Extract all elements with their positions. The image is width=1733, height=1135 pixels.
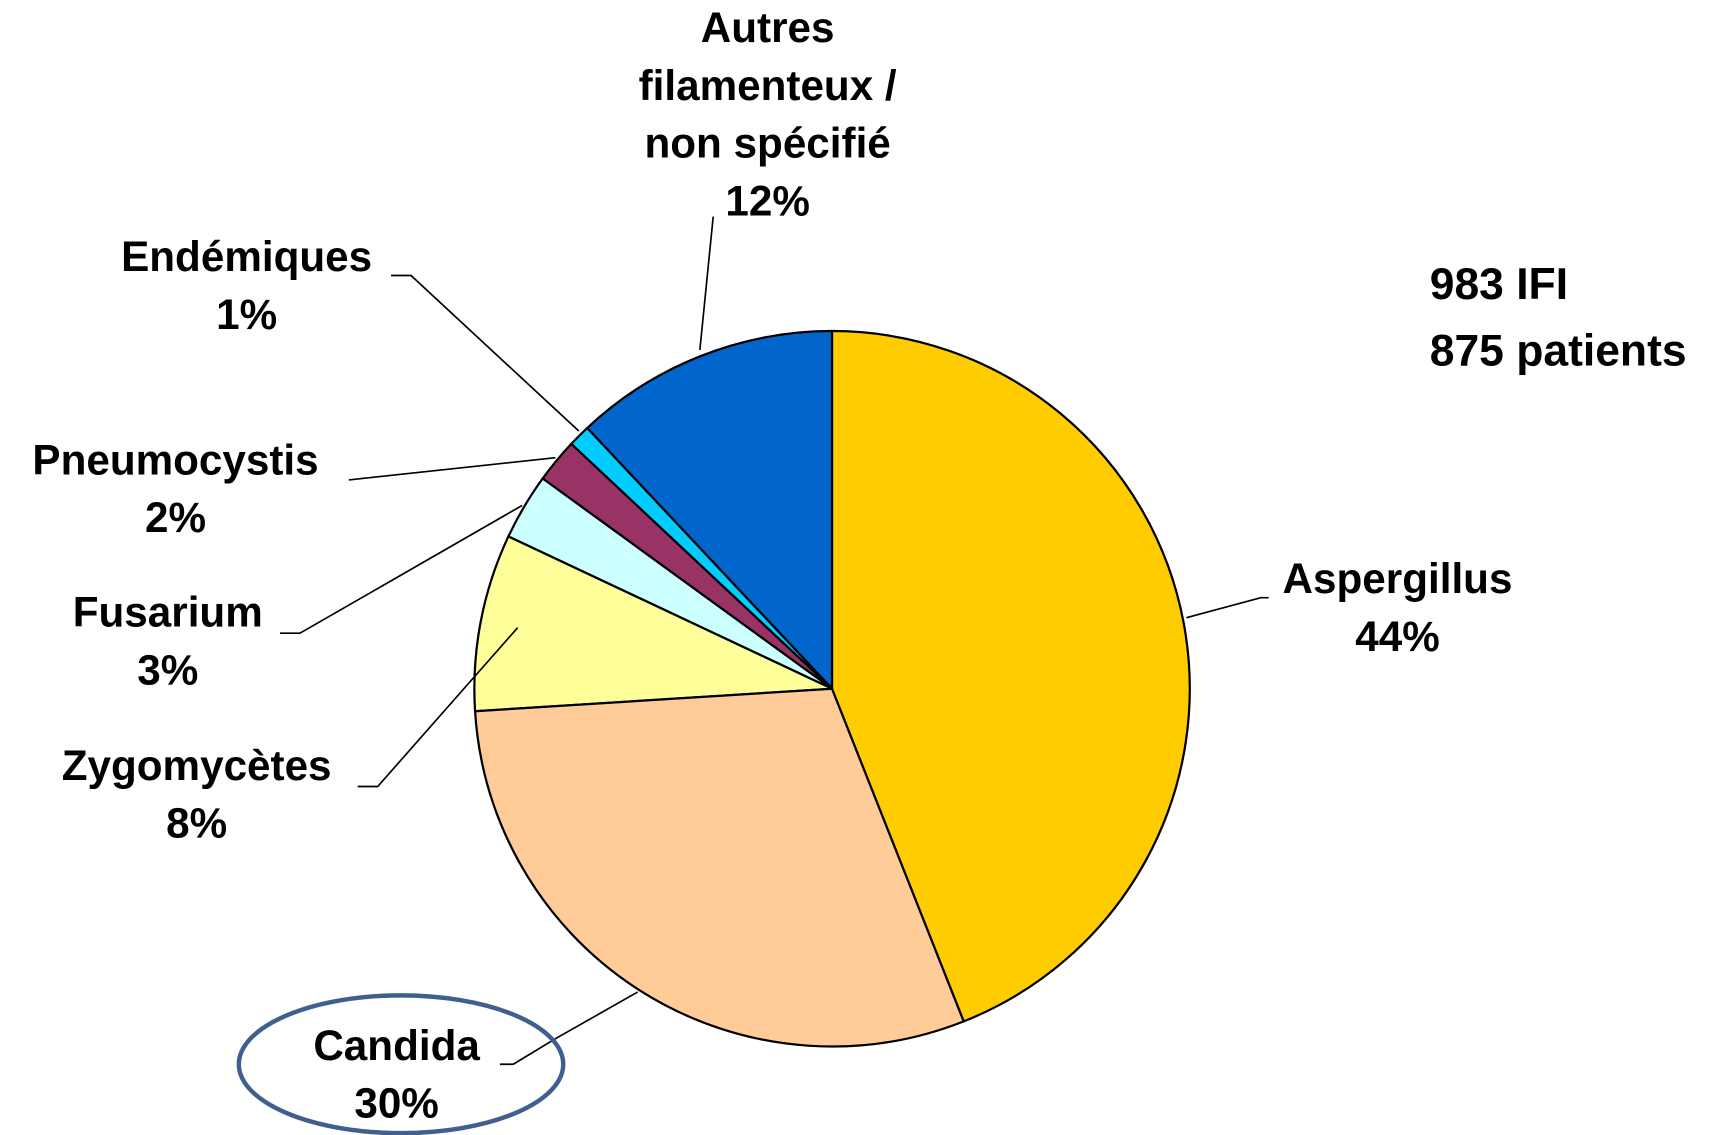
leader-line	[391, 274, 580, 432]
slice-label: Aspergillus 44%	[1283, 551, 1513, 667]
category-label: Candida	[313, 1023, 480, 1070]
leader-lines	[279, 216, 1269, 1066]
category-label: Pneumocystis	[32, 437, 319, 485]
value-label: 1%	[216, 292, 278, 339]
highlight-ellipse	[236, 993, 566, 1135]
pie-slice	[473, 687, 966, 1048]
slice-label: Autres filamenteux / non spécifié 12%	[607, 0, 929, 231]
value-label: 3%	[137, 647, 199, 695]
leader-line	[1186, 596, 1269, 619]
value-label: 2%	[145, 495, 207, 543]
annotation: 983 IFI	[1429, 259, 1569, 309]
annotation: 875 patients	[1429, 326, 1687, 376]
slice-label: Zygomycètes 8%	[62, 738, 332, 854]
slice-label: Endémiques 1%	[121, 229, 372, 345]
category-label: Zygomycètes	[61, 743, 332, 790]
value-label: 30%	[354, 1080, 439, 1128]
slice-label: Fusarium 3%	[73, 584, 263, 700]
pie-slice	[585, 329, 834, 692]
leader-line	[348, 456, 556, 481]
pie-slice	[830, 329, 1191, 1023]
pie-slice	[473, 534, 833, 713]
slice-label: Candida 30%	[313, 1018, 480, 1134]
leader-line	[279, 504, 523, 635]
category-label: Fusarium	[72, 589, 263, 637]
value-label: 12%	[725, 178, 810, 226]
leader-line	[499, 991, 639, 1066]
annotation-block: 983 IFI 875 patients	[1430, 251, 1687, 384]
leader-line	[699, 216, 715, 351]
value-label: 8%	[166, 800, 228, 848]
category-label: Aspergillus	[1282, 556, 1513, 604]
category-label: Endémiques	[121, 234, 373, 282]
value-label: 44%	[1355, 614, 1440, 661]
category-label: Autres filamenteux / non spécifié	[638, 5, 897, 168]
slice-label: Pneumocystis 2%	[32, 432, 318, 548]
leader-line	[357, 627, 519, 788]
